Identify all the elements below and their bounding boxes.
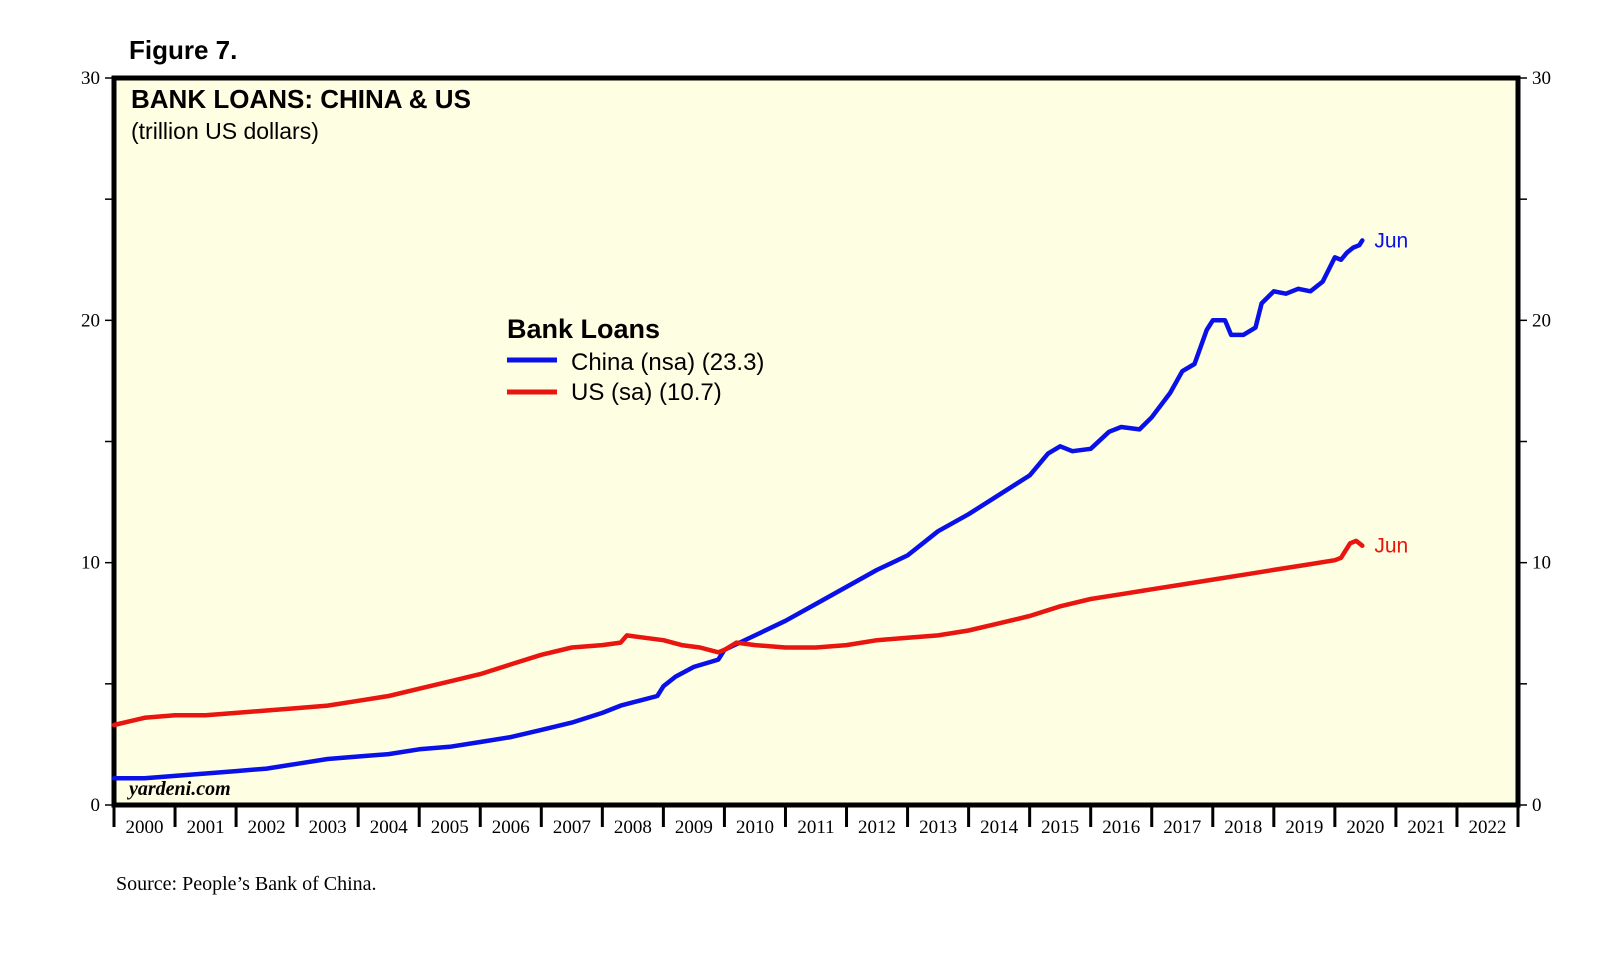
y-tick-label-right: 30 [1532,68,1551,89]
legend: Bank Loans China (nsa) (23.3) US (sa) (1… [507,314,764,406]
x-tick-label: 2013 [919,817,957,838]
x-tick-label: 2011 [797,817,834,838]
y-tick-label-right: 0 [1532,795,1542,816]
x-tick-label: 2005 [431,817,469,838]
x-tick-label: 2020 [1346,817,1384,838]
x-tick-label: 2016 [1102,817,1140,838]
x-tick-label: 2006 [492,817,530,838]
x-tick-label: 2019 [1285,817,1323,838]
x-tick-label: 2010 [736,817,774,838]
y-tick-label-right: 20 [1532,310,1551,331]
series-end-label-china: Jun [1374,229,1408,252]
y-axes: 0 0 10 10 20 20 30 30 [81,68,1551,816]
x-tick-label: 2018 [1224,817,1262,838]
x-tick-label: 2017 [1163,817,1201,838]
x-tick-label: 2012 [858,817,896,838]
legend-label-us: US (sa) (10.7) [571,379,722,406]
x-tick-label: 2008 [614,817,652,838]
x-tick-label: 2007 [553,817,591,838]
series-line-china [111,238,1365,781]
x-tick-label: 2022 [1468,817,1506,838]
chart-subtitle: (trillion US dollars) [131,118,319,144]
source-note: Source: People’s Bank of China. [116,873,377,895]
x-tick-label: 2009 [675,817,713,838]
x-tick-label: 2015 [1041,817,1079,838]
series-layer: Jun Jun [111,229,1408,781]
x-tick-label: 2003 [309,817,347,838]
watermark: yardeni.com [127,778,231,800]
x-tick-label: 2004 [370,817,409,838]
legend-label-china: China (nsa) (23.3) [571,349,764,376]
x-tick-label: 2000 [126,817,164,838]
y-tick-label-left: 0 [91,795,101,816]
x-tick-label: 2014 [980,817,1019,838]
chart-title: BANK LOANS: CHINA & US [131,84,471,114]
x-tick-label: 2021 [1407,817,1445,838]
plot-area [111,75,1521,808]
legend-title: Bank Loans [507,314,660,344]
series-line-us [111,538,1365,728]
y-tick-label-left: 10 [81,553,100,574]
y-tick-label-right: 10 [1532,553,1551,574]
x-tick-label: 2001 [187,817,225,838]
series-end-label-us: Jun [1374,535,1408,558]
y-tick-label-left: 30 [81,68,100,89]
y-tick-label-left: 20 [81,310,100,331]
x-axis: 2000 2001 2002 2003 2004 2005 2006 2007 2008 2009… [112,805,1520,838]
x-tick-label: 2002 [248,817,286,838]
figure-label: Figure 7. [129,35,237,65]
